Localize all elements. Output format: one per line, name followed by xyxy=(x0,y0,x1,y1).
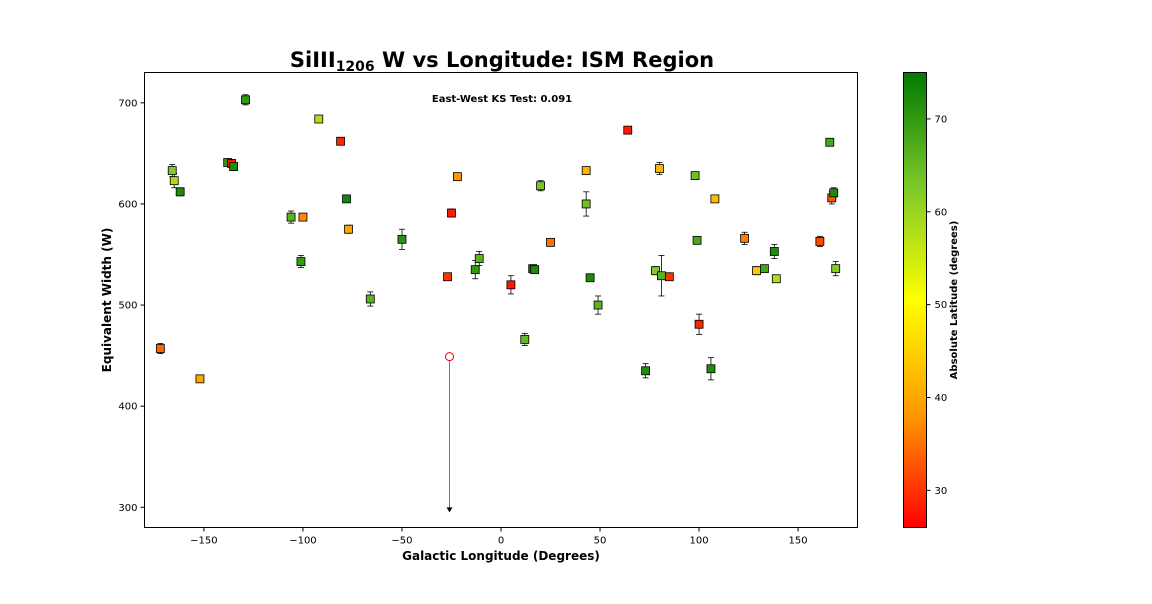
x-tick-label: 50 xyxy=(594,536,607,547)
y-tick-label: 700 xyxy=(118,98,137,109)
data-point xyxy=(829,188,839,198)
data-point xyxy=(470,265,480,275)
data-point xyxy=(506,280,516,290)
x-axis: −150 −100 −50 0 50 100 150 xyxy=(190,527,808,547)
y-tick-label: 400 xyxy=(118,402,137,413)
colorbar xyxy=(903,72,927,528)
data-point xyxy=(241,95,250,105)
data-point xyxy=(397,234,407,244)
data-point xyxy=(752,266,761,276)
y-axis-label: Equivalent Width (W) xyxy=(100,228,114,373)
y-tick-label: 300 xyxy=(118,503,137,514)
data-point xyxy=(536,181,546,191)
ks-test-annotation: East-West KS Test: 0.091 xyxy=(432,94,572,105)
chart-title-subscript: 1206 xyxy=(336,59,375,75)
data-point xyxy=(581,166,591,175)
data-point xyxy=(655,164,664,173)
x-tick-label: 100 xyxy=(690,536,709,547)
chart-title-prefix: SiIII xyxy=(290,48,336,72)
data-point xyxy=(195,374,205,384)
upper-limit-markers xyxy=(445,352,455,513)
data-point xyxy=(344,224,353,234)
data-point xyxy=(692,235,702,245)
upper-limit-arrowhead xyxy=(446,507,453,513)
colorbar-tick-label: 50 xyxy=(935,300,948,311)
data-point xyxy=(769,247,779,256)
data-point xyxy=(706,364,716,374)
data-point xyxy=(175,187,185,197)
upper-limit-marker xyxy=(445,352,455,362)
y-axis: 300 400 500 600 700 xyxy=(118,98,145,514)
data-point xyxy=(298,212,308,222)
colorbar-tick-label: 60 xyxy=(935,207,948,218)
x-tick-label: −150 xyxy=(190,536,217,547)
data-point xyxy=(831,264,841,274)
data-point xyxy=(447,208,456,218)
y-tick-label: 500 xyxy=(118,301,137,312)
colorbar-tick-label: 30 xyxy=(935,486,948,497)
colorbar-ticks: 30 40 50 60 70 xyxy=(926,114,948,497)
data-point xyxy=(771,274,781,284)
chart-title: SiIII1206 W vs Longitude: ISM Region xyxy=(290,48,714,75)
data-point xyxy=(581,199,591,209)
x-tick-label: 0 xyxy=(498,536,504,547)
data-point xyxy=(336,136,345,146)
data-point xyxy=(530,265,540,275)
data-point xyxy=(740,233,750,243)
x-tick-label: −50 xyxy=(391,536,412,547)
data-point xyxy=(815,236,825,246)
data-point xyxy=(286,212,296,222)
data-point xyxy=(474,254,484,263)
data-point xyxy=(651,266,660,276)
data-point xyxy=(520,335,530,344)
data-point xyxy=(167,166,177,175)
data-point xyxy=(342,194,351,204)
data-point xyxy=(453,172,462,182)
data-point xyxy=(710,194,720,204)
data-point xyxy=(296,257,306,266)
data-point xyxy=(169,176,179,186)
data-point xyxy=(825,137,835,147)
colorbar-label: Absolute Latitude (degrees) xyxy=(949,221,960,380)
x-tick-label: 150 xyxy=(789,536,808,547)
data-point xyxy=(657,271,666,281)
data-point xyxy=(760,264,769,274)
colorbar-tick-label: 40 xyxy=(935,393,948,404)
chart-title-suffix: W vs Longitude: ISM Region xyxy=(375,48,714,72)
data-point xyxy=(641,366,650,376)
data-point xyxy=(694,319,704,329)
x-axis-label: Galactic Longitude (Degrees) xyxy=(402,549,600,563)
x-tick-label: −100 xyxy=(289,536,316,547)
data-point xyxy=(593,300,603,310)
data-point xyxy=(155,344,165,353)
data-point xyxy=(546,237,555,247)
data-points xyxy=(155,95,841,384)
plot-area xyxy=(144,72,858,528)
data-point xyxy=(690,171,700,181)
data-point xyxy=(623,125,633,135)
data-point xyxy=(229,162,239,171)
data-point xyxy=(443,272,452,282)
colorbar-tick-label: 70 xyxy=(935,114,948,125)
data-point xyxy=(585,273,595,283)
data-point xyxy=(314,114,324,124)
data-point xyxy=(664,272,674,282)
y-tick-label: 600 xyxy=(118,199,137,210)
data-point xyxy=(365,294,375,304)
